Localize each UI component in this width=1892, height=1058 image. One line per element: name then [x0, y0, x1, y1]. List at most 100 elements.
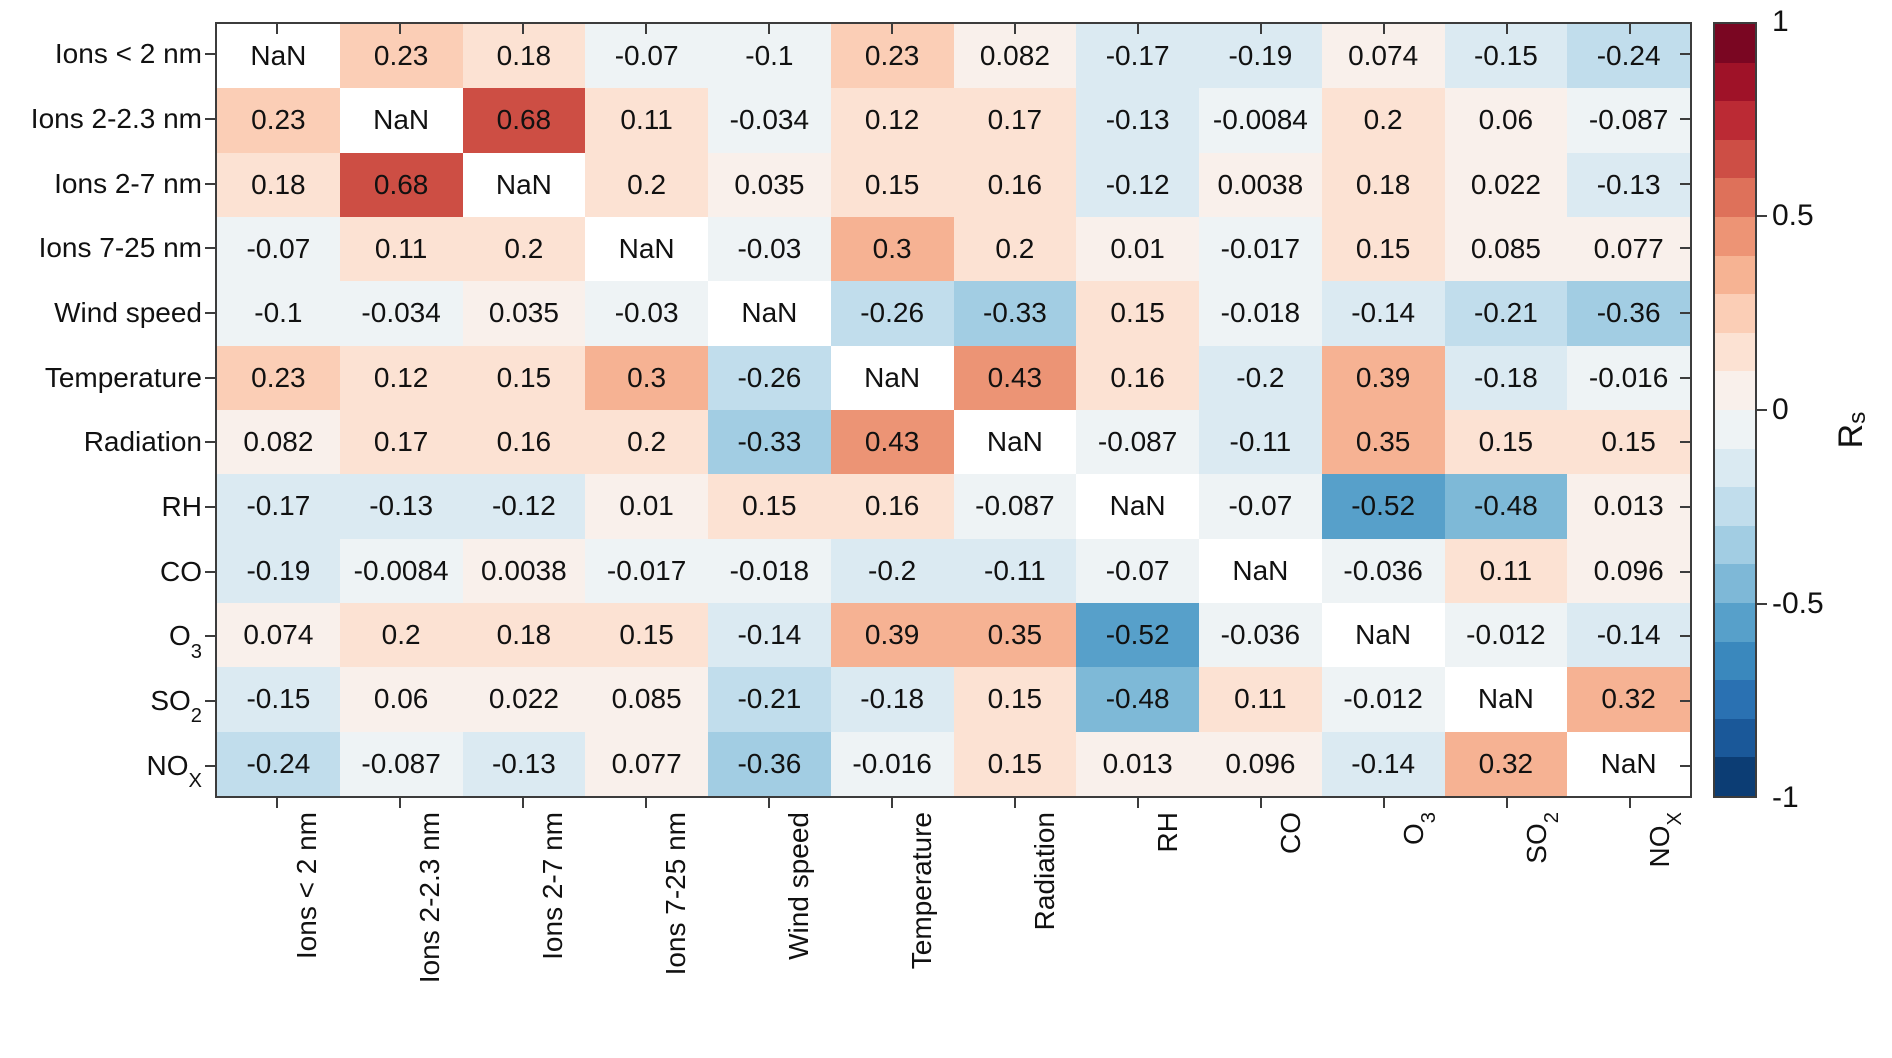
heatmap-cell: 0.082 — [217, 410, 340, 475]
x-axis-label: Ions 7-25 nm — [659, 812, 691, 976]
colorbar-band — [1715, 448, 1755, 488]
heatmap-cell: 0.15 — [1567, 410, 1690, 475]
y-axis-label: Radiation — [83, 426, 202, 458]
colorbar-band — [1715, 680, 1755, 719]
heatmap-cell: -0.33 — [953, 281, 1077, 346]
heatmap-cell: -0.1 — [217, 281, 340, 346]
heatmap-cell: 0.43 — [830, 410, 954, 475]
tick-mark — [205, 570, 215, 573]
heatmap-cell: -0.15 — [1444, 24, 1568, 89]
heatmap-cell: 0.035 — [708, 152, 831, 217]
heatmap-cell: -0.48 — [1444, 474, 1568, 539]
x-axis-label: SO2 — [1521, 812, 1564, 864]
heatmap-cell: -0.012 — [1321, 667, 1445, 732]
heatmap-cell: -0.034 — [708, 88, 831, 153]
colorbar-band — [1715, 641, 1755, 681]
heatmap-cell: -0.33 — [708, 410, 831, 475]
heatmap-cell: 0.022 — [1444, 152, 1568, 217]
heatmap-cell: -0.018 — [1199, 281, 1322, 346]
heatmap-cell: -0.13 — [1567, 152, 1690, 217]
heatmap-cell: 0.17 — [339, 410, 463, 475]
colorbar-band — [1715, 139, 1755, 179]
heatmap-cell: 0.16 — [953, 152, 1077, 217]
heatmap-cell: -0.036 — [1321, 538, 1445, 603]
tick-mark — [1629, 24, 1632, 34]
heatmap-cell: 0.18 — [217, 152, 340, 217]
heatmap-cell: 0.06 — [339, 667, 463, 732]
heatmap-cell: -0.18 — [830, 667, 954, 732]
tick-mark — [205, 118, 215, 120]
y-axis-label: Ions < 2 nm — [54, 38, 202, 70]
heatmap-cell: -0.36 — [1567, 281, 1690, 346]
heatmap-cell: -0.11 — [953, 538, 1077, 603]
heatmap-cell: -0.14 — [1567, 603, 1690, 668]
heatmap-cell: 0.32 — [1567, 667, 1690, 732]
heatmap-cell: -0.24 — [217, 731, 340, 796]
heatmap-cell: 0.15 — [953, 667, 1077, 732]
heatmap-cell: 0.077 — [585, 731, 708, 796]
heatmap-cell: -0.12 — [462, 474, 586, 539]
tick-mark — [1260, 24, 1263, 34]
heatmap-cell: 0.15 — [1321, 217, 1445, 282]
x-axis-label: Ions 2-7 nm — [536, 812, 568, 960]
heatmap-cell: -0.2 — [830, 538, 954, 603]
colorbar-band — [1715, 371, 1755, 410]
colorbar-tick-label: -1 — [1772, 781, 1799, 814]
heatmap-cell: -0.19 — [217, 538, 340, 603]
heatmap-plot-area: NaN 0.23 0.18 -0.07 -0.1 0.23 0.082 -0.17 -0.19 0… — [215, 22, 1692, 798]
colorbar-band — [1715, 178, 1755, 217]
heatmap-cell: 0.096 — [1199, 731, 1322, 796]
tick-mark — [205, 247, 215, 250]
heatmap-cell: NaN — [339, 88, 463, 153]
heatmap-cell: 0.16 — [462, 410, 586, 475]
heatmap-cell: 0.15 — [462, 345, 586, 410]
heatmap-cell: -0.18 — [1444, 345, 1568, 410]
y-axis-label: SO2 — [150, 685, 202, 728]
x-axis-label: Temperature — [905, 812, 937, 970]
tick-mark — [398, 24, 401, 34]
heatmap-cell: 0.074 — [1321, 24, 1445, 89]
heatmap-cell: NaN — [1199, 538, 1322, 603]
heatmap-cell: 0.0038 — [462, 538, 586, 603]
heatmap-cell: 0.3 — [830, 217, 954, 282]
heatmap-cell: -0.48 — [1076, 667, 1199, 732]
tick-mark — [205, 376, 215, 379]
tick-mark — [205, 182, 215, 185]
heatmap-cell: -0.016 — [830, 731, 954, 796]
heatmap-cell: -0.016 — [1567, 345, 1690, 410]
colorbar-tick-label: 0.5 — [1772, 199, 1814, 232]
colorbar-band — [1715, 294, 1755, 333]
tick-mark — [1137, 798, 1140, 808]
heatmap-cell: 0.11 — [339, 217, 463, 282]
heatmap-cell: 0.077 — [1567, 217, 1690, 282]
heatmap-cell: 0.2 — [339, 603, 463, 668]
tick-mark — [1383, 24, 1386, 34]
heatmap-cell: 0.15 — [953, 731, 1077, 796]
heatmap-cell: 0.013 — [1076, 731, 1199, 796]
tick-mark — [205, 506, 215, 508]
heatmap-cell: NaN — [708, 281, 831, 346]
heatmap-cell: 0.085 — [1444, 217, 1568, 282]
heatmap-cell: 0.18 — [462, 24, 586, 89]
heatmap-cell: -0.087 — [1076, 410, 1199, 475]
x-axis-label: Radiation — [1029, 812, 1061, 931]
heatmap-cell: 0.12 — [830, 88, 954, 153]
heatmap-cell: NaN — [462, 152, 586, 217]
heatmap-cell: -0.07 — [585, 24, 708, 89]
colorbar-band — [1715, 757, 1755, 796]
tick-mark — [1629, 798, 1632, 808]
heatmap-cell: 0.35 — [1321, 410, 1445, 475]
tick-mark — [275, 798, 278, 808]
heatmap-cell: -0.1 — [708, 24, 831, 89]
tick-mark — [398, 798, 401, 808]
colorbar-band — [1715, 62, 1755, 102]
heatmap-cell: NaN — [217, 24, 340, 89]
x-axis-label: CO — [1275, 812, 1307, 854]
x-axis-label: Wind speed — [782, 812, 814, 960]
colorbar-band — [1715, 487, 1755, 526]
heatmap-cell: -0.52 — [1076, 603, 1199, 668]
heatmap-cell: 0.11 — [585, 88, 708, 153]
heatmap-cell: 0.022 — [462, 667, 586, 732]
